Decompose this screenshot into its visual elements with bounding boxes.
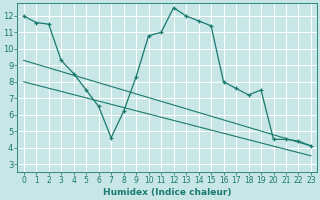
X-axis label: Humidex (Indice chaleur): Humidex (Indice chaleur) — [103, 188, 232, 197]
